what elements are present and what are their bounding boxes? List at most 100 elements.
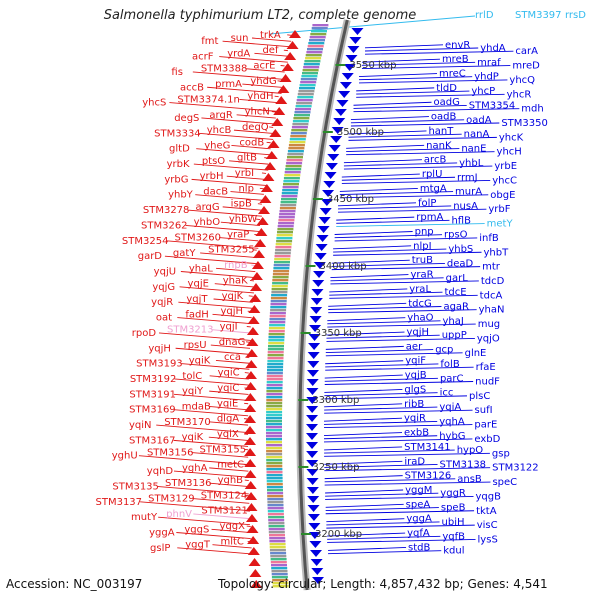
feature-block (268, 516, 285, 519)
label-leader-line (364, 44, 444, 49)
feature-block (308, 42, 325, 45)
forward-gene-arrow (316, 235, 329, 242)
feature-block (271, 285, 288, 288)
label-leader-line (222, 40, 292, 48)
gene-label-reverse: yheG (204, 140, 230, 151)
label-leader-line (339, 187, 418, 192)
label-leader-line (327, 535, 441, 540)
gene-label-forward: agaR (443, 302, 469, 313)
feature-block (305, 57, 322, 60)
label-leader-line (166, 240, 259, 249)
forward-gene-arrow (306, 406, 319, 413)
label-leader-line (180, 363, 250, 370)
feature-block (270, 297, 287, 300)
genome-backbone-line (298, 19, 349, 591)
gene-label-forward: parC (440, 373, 464, 384)
gene-label-forward: sufI (475, 405, 493, 416)
gene-label-forward: folB (440, 359, 459, 370)
gene-label-forward: hflB (451, 215, 471, 226)
label-leader-line (176, 532, 251, 540)
label-leader-line (191, 178, 267, 186)
forward-gene-arrow (331, 127, 344, 134)
label-leader-line (356, 90, 470, 95)
feature-block (288, 147, 305, 150)
gene-label-forward: yhdA (480, 43, 506, 54)
feature-block (268, 330, 285, 333)
feature-block (266, 474, 283, 477)
gene-label-reverse: rnpB (224, 260, 248, 271)
gene-label-forward: pnp (415, 226, 434, 237)
label-leader-line (269, 15, 476, 35)
feature-block (301, 75, 318, 78)
gene-label-reverse: STM3334 (154, 128, 201, 139)
gene-label-forward: exbD (474, 434, 500, 445)
forward-gene-arrow (327, 154, 340, 161)
forward-gene-arrow (306, 379, 319, 386)
label-leader-line (324, 381, 474, 385)
forward-gene-arrow (306, 478, 319, 485)
feature-block (280, 204, 297, 207)
reverse-gene-arrow (245, 492, 258, 500)
feature-block (279, 207, 296, 210)
forward-gene-arrow (306, 388, 319, 395)
feature-block (278, 222, 295, 225)
gene-label-reverse: yqhD (147, 466, 174, 477)
gene-label-forward: yqiR (404, 413, 426, 424)
gene-label-reverse: yhdG (250, 76, 276, 87)
gene-label-reverse: degQ (242, 122, 269, 133)
label-leader-line (325, 366, 474, 371)
gene-label-forward: ansB (457, 474, 482, 485)
feature-block (276, 234, 293, 237)
gene-label-reverse: accB (180, 82, 204, 93)
gene-label-reverse: trkA (260, 30, 281, 41)
gene-label-forward: aer (406, 341, 423, 352)
label-leader-line (348, 136, 497, 141)
feature-block (283, 180, 300, 183)
feature-block (279, 210, 296, 213)
reverse-gene-arrow (286, 41, 299, 49)
gene-label-top: STM3397 (515, 10, 562, 21)
gene-label-reverse: STM3167 (129, 435, 176, 446)
forward-gene-arrow (320, 199, 333, 206)
gene-label-forward: mug (478, 319, 500, 330)
label-leader-line (219, 237, 259, 242)
label-leader-line (325, 510, 475, 515)
label-leader-line (211, 528, 251, 534)
feature-block (267, 498, 284, 501)
label-leader-line (324, 392, 438, 397)
gene-label-forward: yhcQ (509, 75, 535, 86)
gene-label-forward: tdcD (481, 276, 505, 287)
gene-label-reverse: yqjR (151, 297, 173, 308)
feature-block (270, 558, 287, 561)
gene-label-forward: visC (477, 520, 498, 531)
forward-gene-arrow (307, 496, 320, 503)
reverse-gene-arrow (269, 129, 282, 137)
kbp-tick-label: 3350 kbp (315, 328, 362, 339)
kbp-tick-label: 3500 kbp (337, 127, 384, 138)
forward-gene-arrow (347, 46, 360, 53)
gene-label-reverse: ispB (231, 199, 252, 210)
feature-block (267, 363, 284, 366)
gene-label-forward: plsC (469, 391, 490, 402)
gene-label-reverse: acrE (253, 61, 275, 72)
label-leader-line (226, 175, 267, 180)
gene-label-forward: yqhA (439, 416, 465, 427)
label-leader-line (324, 452, 490, 457)
gene-label-reverse: acrF (192, 52, 214, 63)
gene-label-reverse: yqiC (218, 368, 240, 379)
reverse-gene-arrow (246, 525, 259, 533)
gene-label-forward: exbB (404, 428, 429, 439)
label-leader-line (324, 464, 438, 468)
reverse-gene-arrow (245, 503, 258, 511)
gene-label-forward: nanA (464, 129, 490, 140)
forward-gene-arrow (312, 280, 325, 287)
reverse-gene-arrow (277, 85, 290, 93)
gene-label-forward: murA (455, 187, 482, 198)
gene-label-forward: rfaE (476, 362, 496, 373)
reverse-gene-arrow (244, 382, 257, 390)
gene-label-forward: lysS (478, 534, 498, 545)
gene-label-top: rrlD (475, 10, 494, 21)
label-leader-line (325, 489, 404, 494)
label-leader-line (323, 432, 403, 436)
label-leader-line (325, 349, 434, 354)
